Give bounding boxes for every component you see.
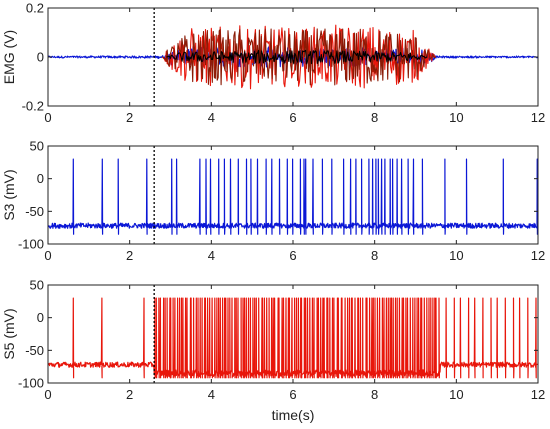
x-tick-label: 8: [371, 387, 378, 402]
y-tick-label: 50: [30, 139, 44, 154]
s3-plot-area: [48, 146, 538, 244]
x-tick-label: 6: [289, 387, 296, 402]
x-axis-label: time(s): [272, 407, 315, 423]
x-tick-label: 0: [44, 110, 51, 125]
y-tick-label: -100: [18, 237, 44, 252]
y-tick-label: 0: [37, 171, 44, 186]
series-line-4: [166, 49, 428, 65]
x-tick-label: 8: [371, 110, 378, 125]
y-tick-label: -0.2: [22, 99, 44, 114]
y-tick-label: 0: [37, 310, 44, 325]
x-tick-label: 4: [208, 248, 215, 263]
series-line-1: [48, 297, 538, 379]
series-line-1: [48, 158, 538, 235]
s3-panel: 0 2 4 6 8 10 12 -100 -50 0 50 S3 (mV): [1, 139, 545, 264]
y-tick-label: 0.2: [26, 1, 44, 16]
s3-y-axis-label: S3 (mV): [1, 169, 17, 220]
x-tick-label: 2: [126, 387, 133, 402]
y-tick-label: 0: [37, 50, 44, 65]
y-tick-label: -50: [25, 204, 44, 219]
emg-ticks: 0 2 4 6 8 10 12-0.200.2: [22, 1, 546, 126]
emg-plot-area: [48, 8, 538, 106]
x-tick-label: 10: [449, 387, 463, 402]
emg-panel: 0 2 4 6 8 10 12-0.200.2 EMG (V): [1, 1, 545, 126]
x-tick-label: 2: [126, 248, 133, 263]
x-tick-label: 12: [531, 248, 545, 263]
x-tick-label: 6: [289, 110, 296, 125]
s3-ticks: 0 2 4 6 8 10 12 -100 -50 0 50: [18, 139, 545, 264]
x-tick-label: 10: [449, 248, 463, 263]
x-tick-label: 12: [531, 387, 545, 402]
x-tick-label: 6: [289, 248, 296, 263]
x-tick-label: 8: [371, 248, 378, 263]
y-tick-label: -100: [18, 376, 44, 391]
s5-panel: 0 2 4 6 8 10 12 -100 -50 0 50 S5 (mV) time(s): [1, 278, 545, 424]
s5-y-axis-label: S5 (mV): [1, 308, 17, 359]
x-tick-label: 0: [44, 387, 51, 402]
x-tick-label: 0: [44, 248, 51, 263]
x-tick-label: 4: [208, 110, 215, 125]
x-tick-label: 10: [449, 110, 463, 125]
s5-ticks: 0 2 4 6 8 10 12 -100 -50 0 50: [18, 278, 545, 403]
s5-axes-frame: [47, 284, 539, 384]
x-tick-label: 4: [208, 387, 215, 402]
x-tick-label: 12: [531, 110, 545, 125]
y-tick-label: -50: [25, 343, 44, 358]
x-tick-label: 2: [126, 110, 133, 125]
y-tick-label: 50: [30, 278, 44, 293]
emg-y-axis-label: EMG (V): [1, 30, 17, 84]
s5-plot-area: [48, 285, 538, 383]
